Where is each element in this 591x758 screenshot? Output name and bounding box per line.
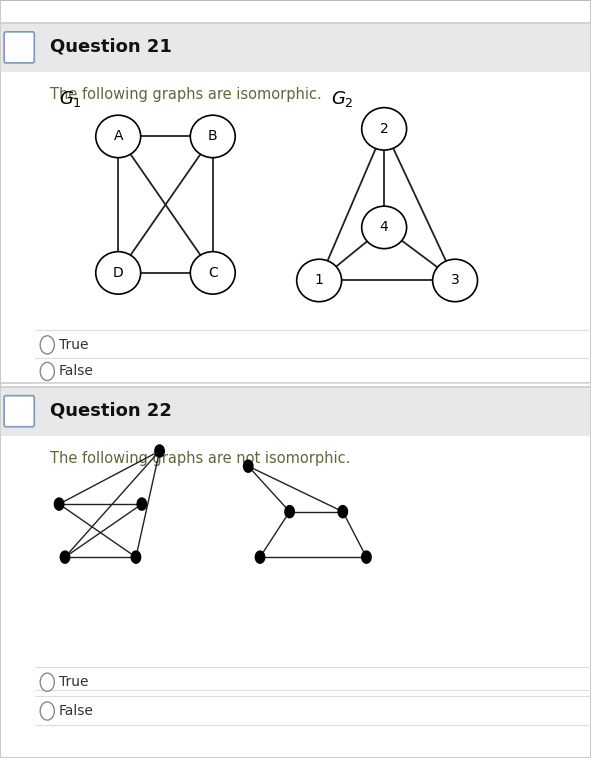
Text: Question 22: Question 22 xyxy=(50,402,172,420)
Ellipse shape xyxy=(362,206,407,249)
Text: 4: 4 xyxy=(380,221,388,234)
Circle shape xyxy=(60,551,70,563)
Circle shape xyxy=(362,551,371,563)
Circle shape xyxy=(131,551,141,563)
Circle shape xyxy=(137,498,147,510)
Circle shape xyxy=(54,498,64,510)
Ellipse shape xyxy=(297,259,342,302)
Circle shape xyxy=(338,506,348,518)
Ellipse shape xyxy=(433,259,478,302)
Circle shape xyxy=(285,506,294,518)
Text: 1: 1 xyxy=(314,274,324,287)
Text: False: False xyxy=(59,365,94,378)
Ellipse shape xyxy=(362,108,407,150)
Text: Question 21: Question 21 xyxy=(50,38,172,56)
Text: D: D xyxy=(113,266,124,280)
Text: The following graphs are not isomorphic.: The following graphs are not isomorphic. xyxy=(50,451,350,466)
FancyBboxPatch shape xyxy=(4,396,34,427)
FancyBboxPatch shape xyxy=(4,32,34,63)
Text: $G_1$: $G_1$ xyxy=(59,89,82,108)
Text: 2: 2 xyxy=(380,122,388,136)
FancyBboxPatch shape xyxy=(0,387,591,436)
Circle shape xyxy=(155,445,164,457)
Text: True: True xyxy=(59,338,89,352)
Text: True: True xyxy=(59,675,89,689)
Text: C: C xyxy=(208,266,217,280)
Circle shape xyxy=(255,551,265,563)
Text: 3: 3 xyxy=(451,274,459,287)
Circle shape xyxy=(40,362,54,381)
Circle shape xyxy=(243,460,253,472)
Text: False: False xyxy=(59,704,94,718)
Ellipse shape xyxy=(96,252,141,294)
Text: The following graphs are isomorphic.: The following graphs are isomorphic. xyxy=(50,87,322,102)
Ellipse shape xyxy=(96,115,141,158)
Text: A: A xyxy=(113,130,123,143)
Ellipse shape xyxy=(190,115,235,158)
Text: $G_2$: $G_2$ xyxy=(331,89,353,108)
Circle shape xyxy=(40,702,54,720)
FancyBboxPatch shape xyxy=(0,23,591,72)
Ellipse shape xyxy=(190,252,235,294)
Text: B: B xyxy=(208,130,217,143)
Circle shape xyxy=(40,673,54,691)
Circle shape xyxy=(40,336,54,354)
